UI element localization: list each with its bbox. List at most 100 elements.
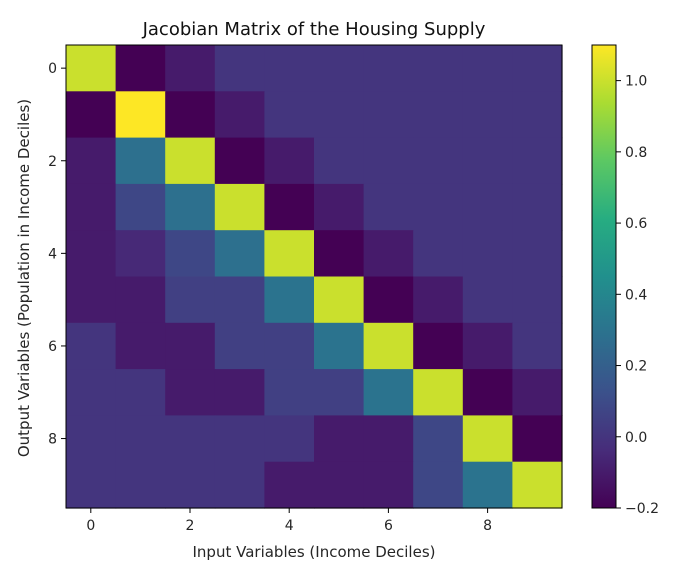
heatmap-cell-r6-c7	[413, 322, 464, 370]
heatmap-cell-r1-c3	[214, 91, 265, 139]
heatmap-cell-r8-c6	[363, 415, 414, 463]
heatmap-cell-r1-c7	[413, 91, 464, 139]
heatmap-cell-r5-c0	[66, 276, 117, 324]
heatmap-cell-r9-c9	[512, 461, 563, 509]
heatmap-cell-r3-c8	[462, 183, 513, 231]
heatmap-cell-r3-c4	[264, 183, 315, 231]
heatmap-cell-r1-c2	[165, 91, 216, 139]
heatmap-cell-r2-c4	[264, 137, 315, 185]
heatmap-cell-r2-c2	[165, 137, 216, 185]
heatmap-cell-r2-c6	[363, 137, 414, 185]
heatmap-cell-r1-c0	[66, 91, 117, 139]
heatmap-cell-r5-c4	[264, 276, 315, 324]
heatmap-cell-r3-c2	[165, 183, 216, 231]
heatmap-cell-r6-c6	[363, 322, 414, 370]
heatmap-cell-r5-c6	[363, 276, 414, 324]
heatmap-cell-r2-c0	[66, 137, 117, 185]
heatmap-cell-r2-c3	[214, 137, 265, 185]
heatmap-cell-r0-c1	[115, 45, 166, 92]
heatmap-cell-r6-c9	[512, 322, 563, 370]
y-tick-label: 8	[48, 432, 57, 448]
heatmap-cell-r5-c2	[165, 276, 216, 324]
heatmap-cell-r0-c8	[462, 45, 513, 92]
heatmap-cell-r8-c8	[462, 415, 513, 463]
heatmap-cell-r7-c6	[363, 369, 414, 416]
heatmap-cell-r8-c3	[214, 415, 265, 463]
heatmap-cell-r0-c5	[314, 45, 365, 92]
heatmap-cell-r5-c3	[214, 276, 265, 324]
heatmap-cell-r4-c2	[165, 230, 216, 278]
colorbar-gradient	[591, 44, 617, 509]
heatmap-cell-r6-c4	[264, 322, 315, 370]
heatmap-cell-r5-c7	[413, 276, 464, 324]
x-tick-label: 8	[483, 518, 492, 534]
heatmap-cell-r4-c4	[264, 230, 315, 278]
y-axis-label: Output Variables (Population in Income D…	[15, 99, 33, 457]
heatmap-cell-r6-c8	[462, 322, 513, 370]
heatmap-cell-r7-c2	[165, 369, 216, 416]
heatmap-cell-r0-c9	[512, 45, 563, 92]
heatmap-cell-r6-c1	[115, 322, 166, 370]
heatmap-cell-r3-c0	[66, 183, 117, 231]
y-tick-label: 2	[48, 154, 57, 170]
heatmap-cell-r4-c5	[314, 230, 365, 278]
heatmap-cell-r4-c6	[363, 230, 414, 278]
heatmap-cell-r8-c2	[165, 415, 216, 463]
colorbar-tick-label: 0.4	[625, 287, 647, 303]
heatmap-cell-r7-c8	[462, 369, 513, 416]
plot-frame	[65, 44, 563, 509]
heatmap-cell-r7-c5	[314, 369, 365, 416]
heatmap-cell-r1-c8	[462, 91, 513, 139]
heatmap-cell-r3-c7	[413, 183, 464, 231]
heatmap-cell-r1-c9	[512, 91, 563, 139]
heatmap-cell-r6-c2	[165, 322, 216, 370]
heatmap-cell-r9-c8	[462, 461, 513, 509]
heatmap-cell-r0-c3	[214, 45, 265, 92]
heatmap-cell-r0-c6	[363, 45, 414, 92]
colorbar-tick-label: 1.0	[625, 74, 647, 90]
colorbar: −0.2 0.0 0.2 0.4 0.6 0.8 1.0	[591, 44, 659, 517]
heatmap-cell-r8-c5	[314, 415, 365, 463]
heatmap-cell-r3-c9	[512, 183, 563, 231]
heatmap-cell-r5-c8	[462, 276, 513, 324]
heatmap-cell-r8-c0	[66, 415, 117, 463]
x-axis-label: Input Variables (Income Deciles)	[193, 543, 436, 561]
heatmap-cell-r3-c1	[115, 183, 166, 231]
heatmap-cell-r9-c6	[363, 461, 414, 509]
heatmap-cell-r1-c6	[363, 91, 414, 139]
heatmap-cell-r0-c2	[165, 45, 216, 92]
heatmap-cell-r4-c1	[115, 230, 166, 278]
heatmap-cell-r9-c0	[66, 461, 117, 509]
x-tick-label: 4	[285, 518, 294, 534]
heatmap-cell-r4-c3	[214, 230, 265, 278]
colorbar-tick-label: 0.0	[625, 430, 647, 446]
heatmap-cell-r6-c3	[214, 322, 265, 370]
heatmap-cell-r3-c6	[363, 183, 414, 231]
colorbar-ticks: −0.2 0.0 0.2 0.4 0.6 0.8 1.0	[616, 74, 659, 517]
y-tick-label: 0	[48, 61, 57, 77]
heatmap-cell-r7-c1	[115, 369, 166, 416]
heatmap-cells	[66, 45, 563, 509]
heatmap-cell-r2-c5	[314, 137, 365, 185]
heatmap-cell-r4-c8	[462, 230, 513, 278]
y-tick-label: 4	[48, 246, 57, 262]
heatmap-cell-r9-c7	[413, 461, 464, 509]
heatmap-cell-r7-c4	[264, 369, 315, 416]
heatmap-cell-r9-c2	[165, 461, 216, 509]
heatmap-cell-r4-c0	[66, 230, 117, 278]
heatmap-cell-r1-c4	[264, 91, 315, 139]
heatmap-cell-r9-c1	[115, 461, 166, 509]
x-tick-label: 0	[86, 518, 95, 534]
heatmap-cell-r1-c1	[115, 91, 166, 139]
colorbar-tick-label: 0.2	[625, 359, 647, 375]
x-tick-label: 2	[186, 518, 195, 534]
heatmap-cell-r4-c9	[512, 230, 563, 278]
heatmap-cell-r6-c5	[314, 322, 365, 370]
heatmap-cell-r7-c9	[512, 369, 563, 416]
x-axis-ticks: 0 2 4 6 8	[86, 508, 492, 534]
heatmap-cell-r9-c3	[214, 461, 265, 509]
heatmap-cell-r8-c1	[115, 415, 166, 463]
heatmap-cell-r7-c3	[214, 369, 265, 416]
heatmap-cell-r1-c5	[314, 91, 365, 139]
